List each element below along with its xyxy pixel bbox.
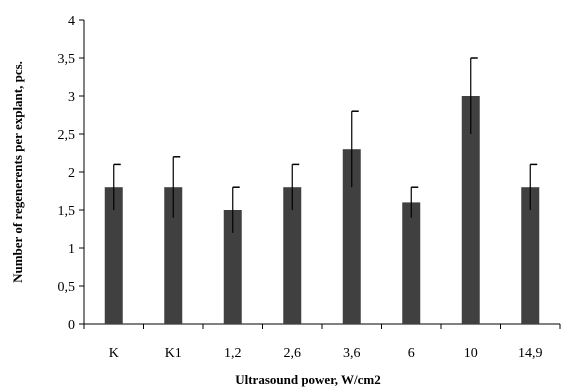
y-tick-label: 2,5 xyxy=(58,128,76,143)
x-tick-label: 2,6 xyxy=(284,346,302,361)
x-tick-label: K1 xyxy=(165,346,182,361)
y-tick-label: 2 xyxy=(68,166,75,181)
bars xyxy=(104,96,540,324)
x-axis: K K1 1,2 2,6 3,6 6 10 14,9 xyxy=(83,323,561,361)
x-tick-label: 14,9 xyxy=(518,346,543,361)
y-axis: 0 0,5 1 1,5 2 2,5 3 3,5 4 xyxy=(58,14,85,333)
bar xyxy=(342,149,361,324)
y-tick-label: 0 xyxy=(68,318,75,333)
bar xyxy=(521,187,540,324)
error-bars xyxy=(113,57,538,233)
x-tick-label: 1,2 xyxy=(224,346,242,361)
x-axis-title: Ultrasound power, W/cm2 xyxy=(235,372,381,387)
bar xyxy=(461,96,480,324)
bar xyxy=(104,187,123,324)
y-axis-title: Number of regenerents per explant, pcs. xyxy=(10,61,25,283)
bar xyxy=(223,210,242,324)
x-tick-label: 10 xyxy=(464,346,478,361)
y-tick-label: 4 xyxy=(68,14,75,29)
bar xyxy=(164,187,183,324)
x-tick-label: K xyxy=(109,346,119,361)
y-tick-label: 3,5 xyxy=(58,52,76,67)
bar xyxy=(402,202,421,324)
y-tick-label: 1 xyxy=(68,242,75,257)
x-tick-label: 3,6 xyxy=(343,346,361,361)
x-tick-label: 6 xyxy=(408,346,415,361)
y-tick-label: 1,5 xyxy=(58,204,76,219)
y-tick-label: 3 xyxy=(68,90,75,105)
y-tick-label: 0,5 xyxy=(58,280,76,295)
bar xyxy=(283,187,302,324)
